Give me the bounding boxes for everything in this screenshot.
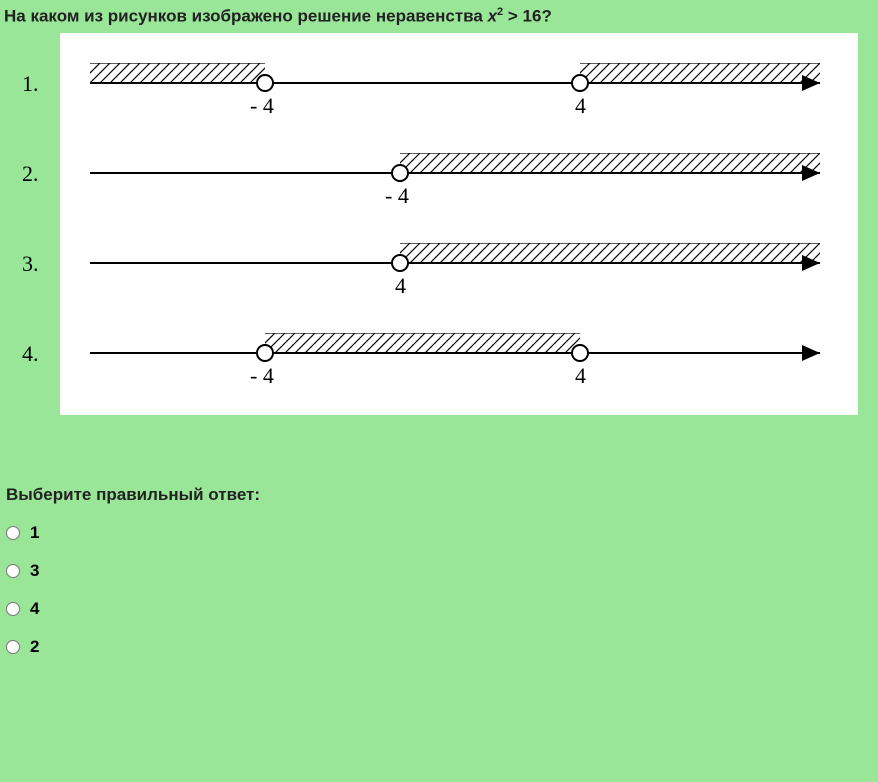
diagram-row: 4.- 44 — [60, 313, 858, 403]
hatch-region — [225, 333, 615, 353]
open-marker — [572, 75, 588, 91]
open-marker — [257, 75, 273, 91]
open-marker — [392, 165, 408, 181]
option-radio[interactable] — [6, 602, 20, 616]
diagram-row: 2.- 4 — [60, 133, 858, 223]
open-marker — [572, 345, 588, 361]
option-label: 3 — [30, 561, 39, 581]
number-line: - 4 4 — [70, 43, 840, 133]
arrowhead-icon — [802, 345, 820, 361]
marker-label: - 4 — [385, 183, 409, 208]
diagram-row: 3.4 — [60, 223, 858, 313]
marker-label: - 4 — [250, 93, 274, 118]
option-label: 2 — [30, 637, 39, 657]
option-label: 4 — [30, 599, 39, 619]
option-radio[interactable] — [6, 564, 20, 578]
options-group: 1 3 4 2 — [6, 523, 878, 657]
option-radio[interactable] — [6, 640, 20, 654]
marker-label: 4 — [575, 363, 586, 388]
question-rhs: 16 — [523, 7, 542, 26]
hatch-region — [360, 243, 840, 263]
number-line: - 4 — [70, 133, 840, 223]
option-label: 1 — [30, 523, 39, 543]
answer-prompt: Выберите правильный ответ: — [6, 485, 878, 505]
marker-label: 4 — [575, 93, 586, 118]
option-radio[interactable] — [6, 526, 20, 540]
row-number: 4. — [22, 341, 39, 367]
question-op: > — [503, 7, 522, 26]
option-row[interactable]: 4 — [6, 599, 878, 619]
open-marker — [392, 255, 408, 271]
option-row[interactable]: 2 — [6, 637, 878, 657]
marker-label: 4 — [395, 273, 406, 298]
number-line: 4 — [70, 223, 840, 313]
hatch-region — [360, 153, 840, 173]
arrowhead-icon — [802, 255, 820, 271]
number-line: - 4 4 — [70, 313, 840, 403]
arrowhead-icon — [802, 165, 820, 181]
option-row[interactable]: 1 — [6, 523, 878, 543]
row-number: 3. — [22, 251, 39, 277]
question-var: x — [488, 7, 497, 26]
diagram-row: 1.- 44 — [60, 43, 858, 133]
question-text: На каком из рисунков изображено решение … — [0, 0, 878, 33]
option-row[interactable]: 3 — [6, 561, 878, 581]
row-number: 1. — [22, 71, 39, 97]
question-q: ? — [541, 7, 551, 26]
marker-label: - 4 — [250, 363, 274, 388]
diagrams-panel: 1.- 442.- 43.44.- 44 — [60, 33, 858, 415]
arrowhead-icon — [802, 75, 820, 91]
open-marker — [257, 345, 273, 361]
question-prefix: На каком из рисунков изображено решение … — [4, 7, 488, 26]
row-number: 2. — [22, 161, 39, 187]
